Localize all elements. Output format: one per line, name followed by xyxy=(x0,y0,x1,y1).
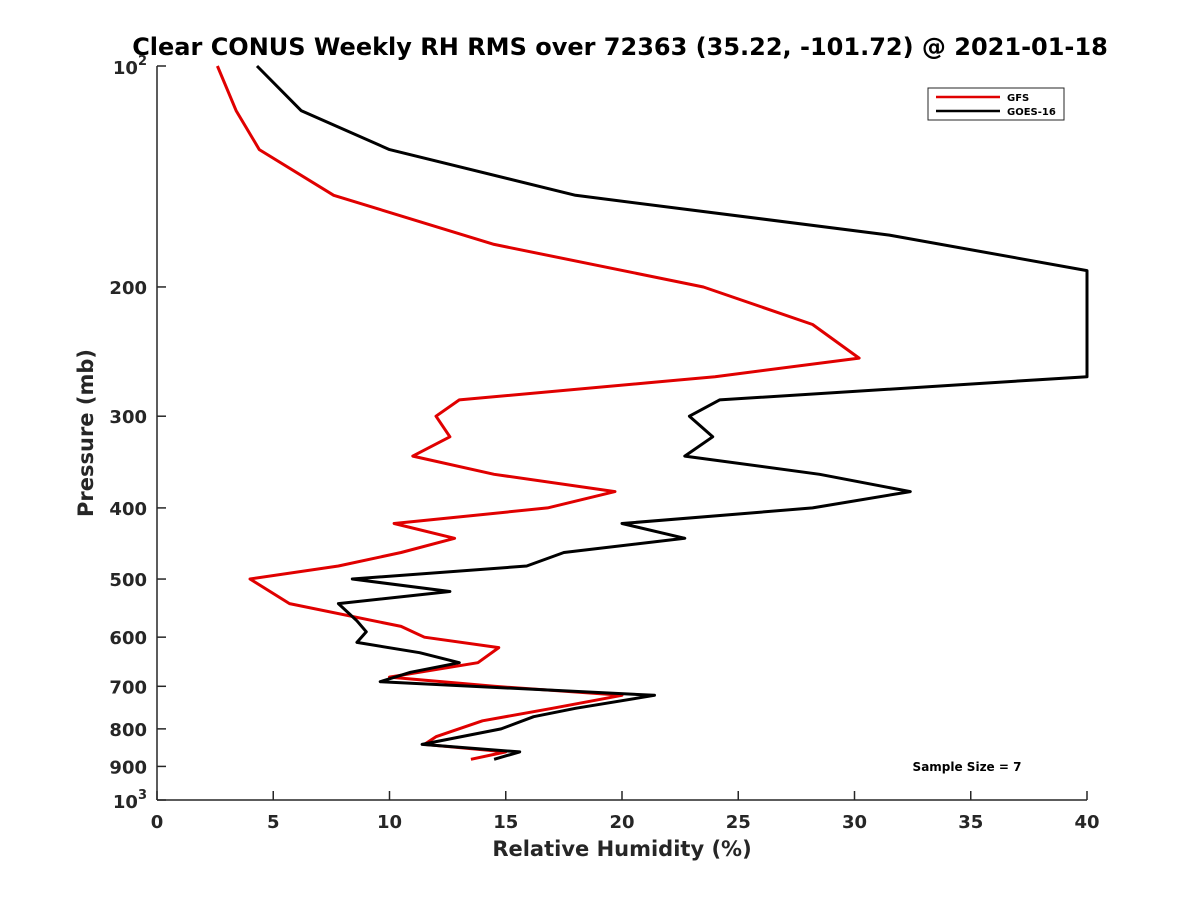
y-tick-label: 300 xyxy=(109,407,147,428)
x-tick-label: 15 xyxy=(493,812,518,833)
series-line-gfs xyxy=(216,65,861,761)
y-axis-ticks: 102 200 300 400 500 600 700 800 900 103 xyxy=(109,54,166,813)
x-tick-label: 0 xyxy=(151,812,164,833)
legend-label-goes16: GOES-16 xyxy=(1007,107,1056,118)
chart-title: Clear CONUS Weekly RH RMS over 72363 (35… xyxy=(132,33,1108,61)
y-tick-label: 900 xyxy=(109,757,147,778)
plot-lines xyxy=(216,64,1089,761)
x-tick-label: 5 xyxy=(267,812,280,833)
y-tick-label: 800 xyxy=(109,720,147,741)
legend: GFS GOES-16 xyxy=(927,87,1065,121)
x-tick-label: 40 xyxy=(1074,812,1099,833)
x-axis-label: Relative Humidity (%) xyxy=(492,837,751,861)
y-tick-label: 400 xyxy=(109,499,147,520)
y-tick-label: 700 xyxy=(109,677,147,698)
y-tick-label: 500 xyxy=(109,570,147,591)
x-axis-ticks: 0 5 10 15 20 25 30 35 40 xyxy=(151,791,1100,833)
sample-size-annotation: Sample Size = 7 xyxy=(913,760,1022,774)
y-tick-label: 103 xyxy=(113,788,147,813)
legend-label-gfs: GFS xyxy=(1007,93,1029,104)
x-tick-label: 25 xyxy=(726,812,751,833)
x-tick-label: 35 xyxy=(958,812,983,833)
x-tick-label: 10 xyxy=(377,812,402,833)
legend-box xyxy=(927,87,1065,121)
y-tick-label: 200 xyxy=(109,278,147,299)
series-line-goes16 xyxy=(255,64,1089,761)
y-tick-label: 600 xyxy=(109,628,147,649)
x-tick-label: 20 xyxy=(609,812,634,833)
y-tick-label: 102 xyxy=(113,54,147,79)
y-axis-label: Pressure (mb) xyxy=(74,349,98,517)
x-tick-label: 30 xyxy=(842,812,867,833)
